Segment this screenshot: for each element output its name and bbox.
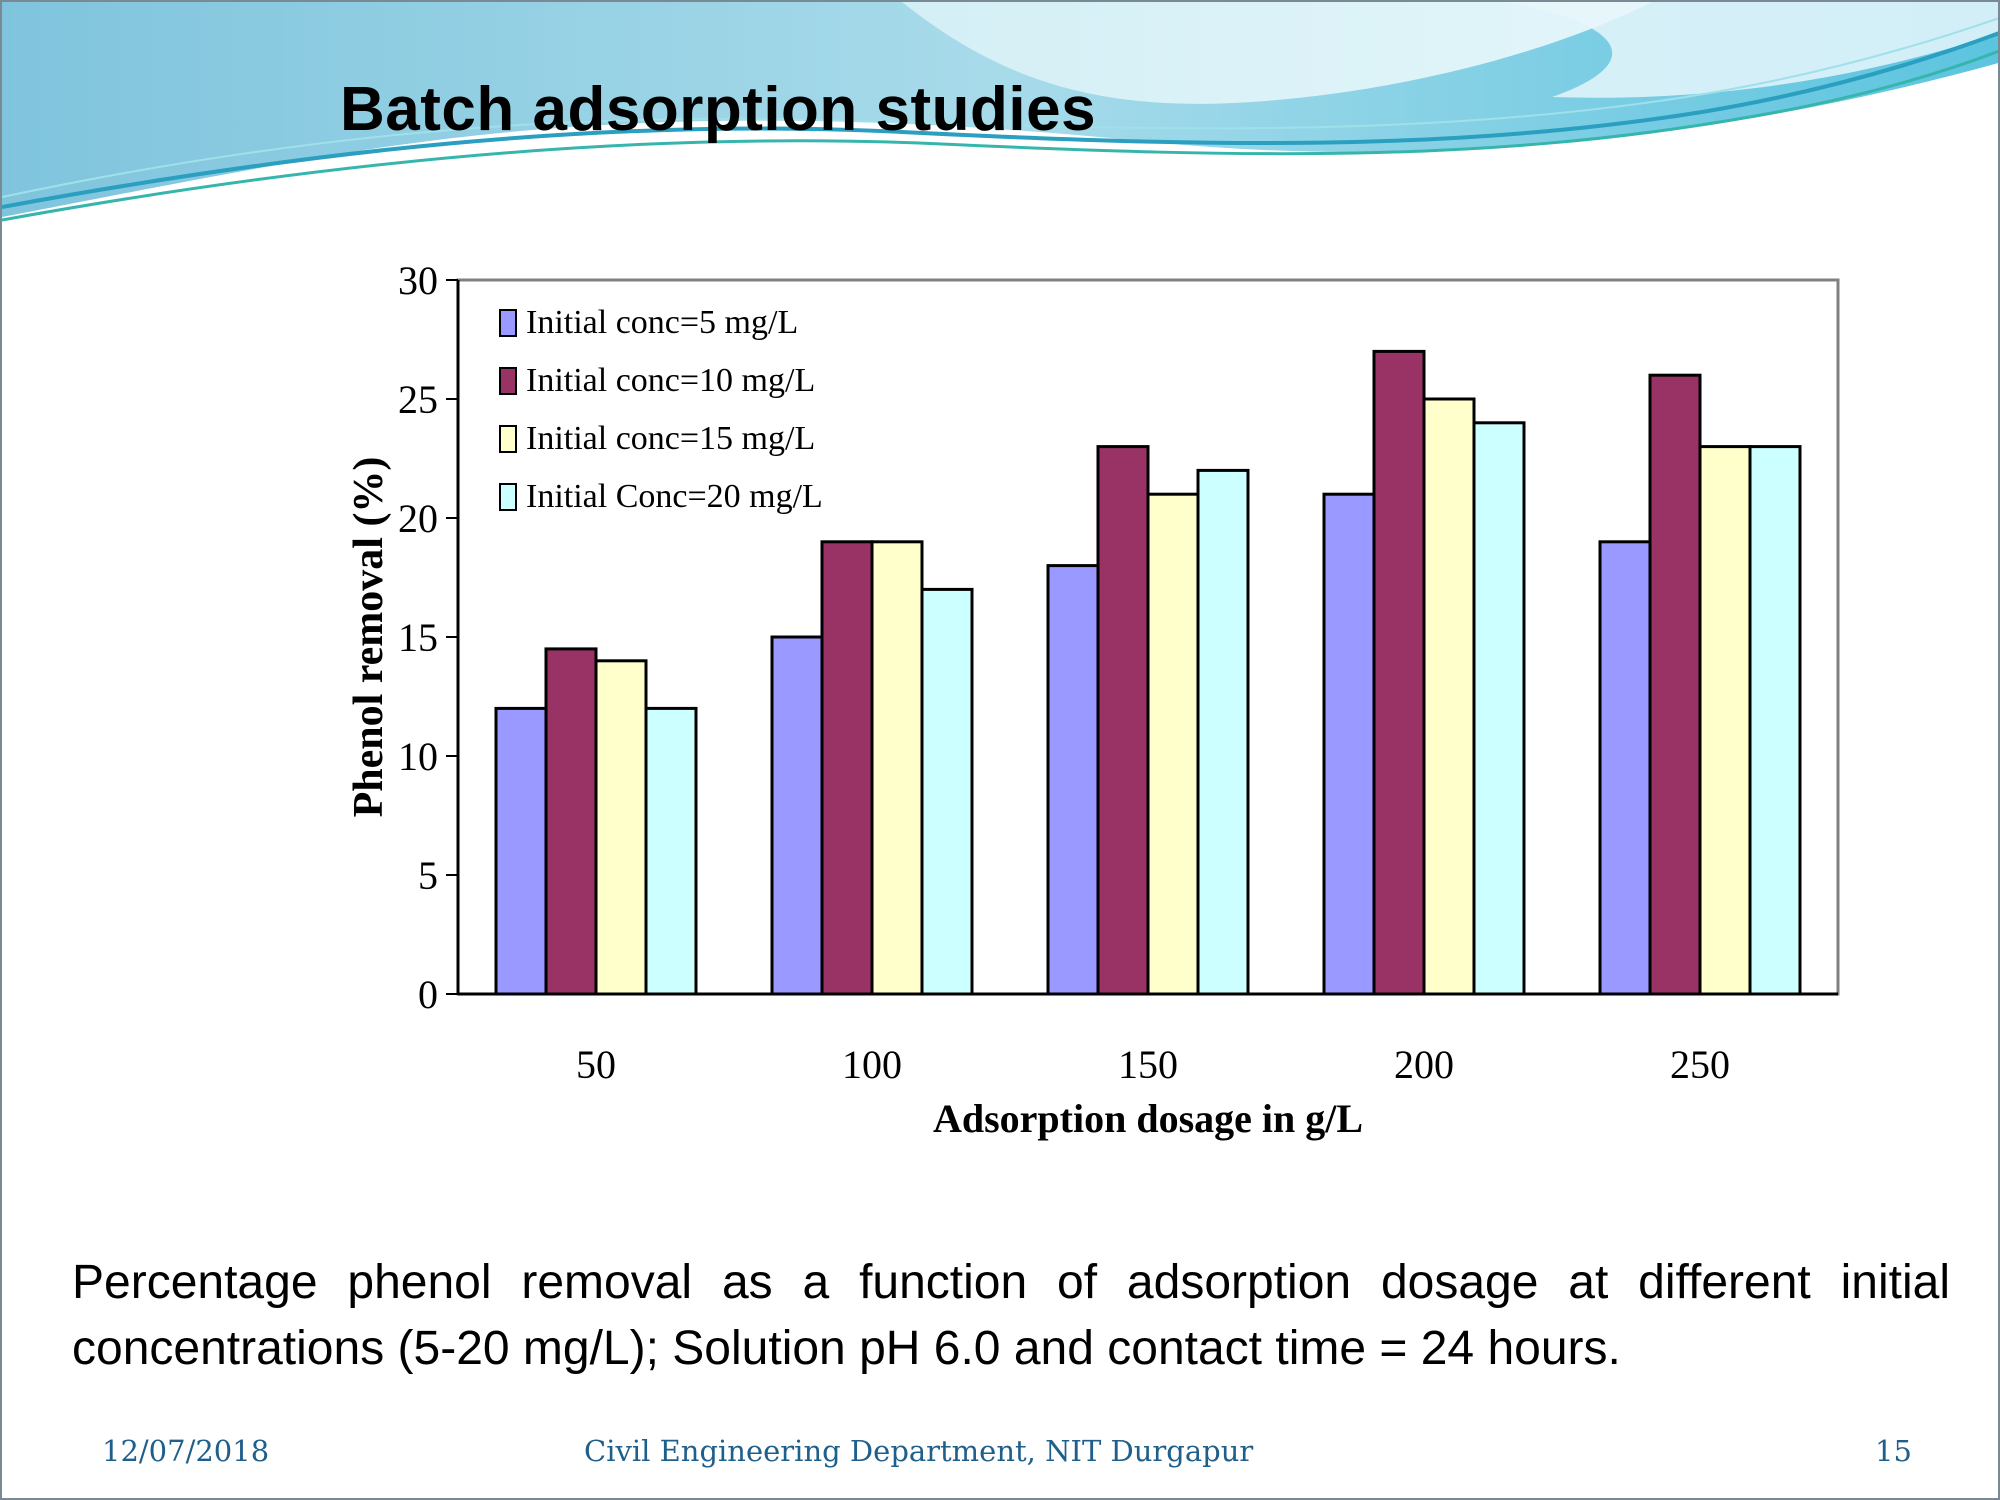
slide-title: Batch adsorption studies [340,75,1097,144]
legend-label: Initial Conc=20 mg/L [526,478,823,515]
bar-initial-conc-5-mg-l-50 [494,706,548,996]
legend-swatch [499,483,517,511]
bar-initial-conc-15-mg-l-100 [870,540,924,996]
footer-page-number: 15 [1875,1434,1912,1468]
bar-initial-conc-20-mg-l-100 [920,587,974,996]
bar-initial-conc-15-mg-l-250 [1698,445,1752,996]
bar-initial-conc-10-mg-l-250 [1648,373,1702,996]
bar-initial-conc-10-mg-l-200 [1372,349,1426,996]
x-tick-label: 150 [1118,1042,1178,1087]
x-tick-label: 50 [576,1042,616,1087]
y-tick-label: 5 [418,853,438,898]
bar-initial-conc-20-mg-l-200 [1472,421,1526,996]
bar-initial-conc-15-mg-l-50 [594,659,648,996]
header-wave-decoration [2,2,1998,222]
legend-swatch [499,367,517,395]
y-tick-label: 15 [398,615,438,660]
bar-initial-conc-5-mg-l-200 [1322,492,1376,996]
x-tick-label: 100 [842,1042,902,1087]
bar-initial-conc-10-mg-l-50 [544,647,598,996]
y-tick-label: 20 [398,496,438,541]
legend-label: Initial conc=10 mg/L [526,362,815,399]
bar-chart: 0 5 10 15 20 25 30 50 100 150 200 250 Adsorption dos… [346,258,1840,1141]
x-tick-label: 250 [1670,1042,1730,1087]
bar-initial-conc-10-mg-l-150 [1096,445,1150,996]
bar-initial-conc-5-mg-l-250 [1598,540,1652,996]
footer-date: 12/07/2018 [102,1434,270,1468]
legend-label: Initial conc=15 mg/L [526,420,815,457]
y-axis-label: Phenol removal (%) [346,457,392,818]
y-tick-label: 30 [398,258,438,303]
bar-initial-conc-20-mg-l-50 [644,706,698,996]
bar-initial-conc-20-mg-l-250 [1748,445,1802,996]
bar-initial-conc-20-mg-l-150 [1196,468,1250,996]
bar-initial-conc-5-mg-l-150 [1046,564,1100,996]
y-tick-label: 25 [398,377,438,422]
bar-initial-conc-10-mg-l-100 [820,540,874,996]
x-tick-label: 200 [1394,1042,1454,1087]
x-axis-label: Adsorption dosage in g/L [933,1096,1363,1141]
footer-organization: Civil Engineering Department, NIT Durgap… [584,1434,1254,1468]
chart-panel: 0 5 10 15 20 25 30 50 100 150 200 250 Adsorption dos… [330,234,1840,1174]
bar-initial-conc-15-mg-l-200 [1422,397,1476,996]
legend-swatch [499,425,517,453]
bar-initial-conc-15-mg-l-150 [1146,492,1200,996]
legend-swatch [499,309,517,337]
legend-label: Initial conc=5 mg/L [526,304,798,341]
y-tick-label: 0 [418,972,438,1017]
y-tick-label: 10 [398,734,438,779]
slide-caption: Percentage phenol removal as a function … [72,1256,1950,1375]
bar-initial-conc-5-mg-l-100 [770,635,824,996]
